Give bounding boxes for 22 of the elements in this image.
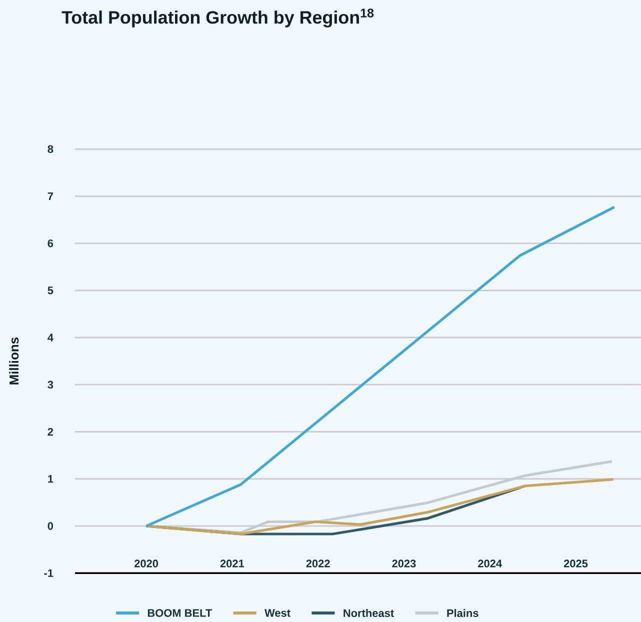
legend-label: BOOM BELT xyxy=(148,609,212,617)
y-tick-label: 3 xyxy=(48,380,54,389)
legend-label: West xyxy=(264,609,290,617)
x-tick-label: 2025 xyxy=(564,560,588,568)
x-tick-label: 2023 xyxy=(392,560,416,568)
x-tick-label: 2024 xyxy=(478,560,502,568)
x-tick-label: 2022 xyxy=(306,560,330,568)
y-tick-label: 0 xyxy=(48,522,54,530)
legend-label: Plains xyxy=(447,608,478,618)
y-axis-title: Millions xyxy=(9,338,19,384)
y-tick-label: 8 xyxy=(48,145,54,153)
legend-label: Northeast xyxy=(344,608,394,618)
y-tick-label: 4 xyxy=(48,334,54,342)
y-tick-label: -1 xyxy=(44,569,54,577)
x-tick-label: 2021 xyxy=(220,560,244,568)
y-tick-label: 6 xyxy=(48,239,54,248)
y-tick-label: 1 xyxy=(48,475,54,483)
y-tick-label: 7 xyxy=(48,192,53,200)
y-tick-label: 2 xyxy=(48,428,54,436)
y-tick-label: 5 xyxy=(48,286,54,294)
x-tick-label: 2020 xyxy=(134,560,158,568)
chart-title: Total Population Growth by Region$^{18}$ xyxy=(62,8,374,28)
